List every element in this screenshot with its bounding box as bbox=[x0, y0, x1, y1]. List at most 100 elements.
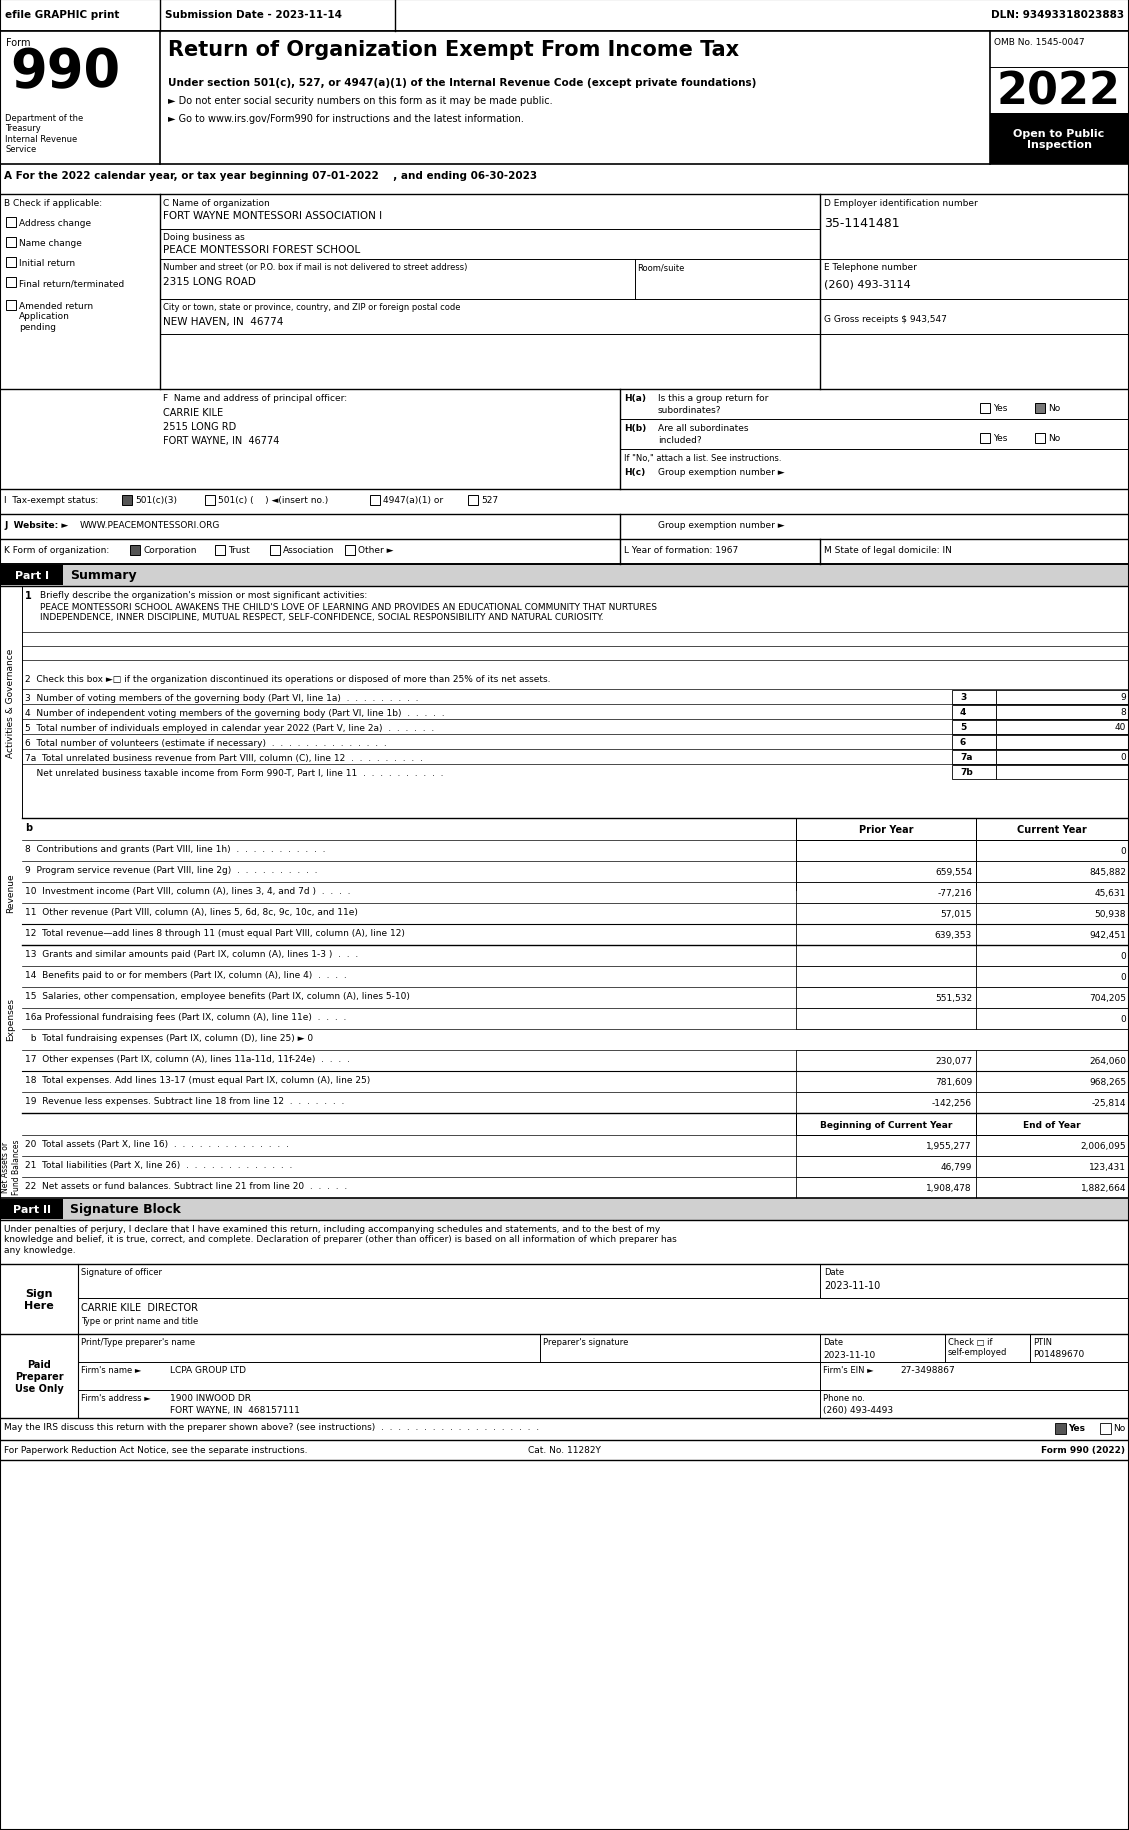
Text: 0: 0 bbox=[1120, 1014, 1126, 1023]
Bar bbox=[796, 966, 975, 988]
Text: 501(c) (    ) ◄(insert no.): 501(c) ( ) ◄(insert no.) bbox=[218, 496, 329, 505]
Text: Yes: Yes bbox=[1068, 1424, 1085, 1433]
Text: PEACE MONTESSORI FOREST SCHOOL: PEACE MONTESSORI FOREST SCHOOL bbox=[163, 245, 360, 254]
Bar bbox=[952, 736, 996, 750]
Bar bbox=[370, 496, 380, 505]
Text: 230,077: 230,077 bbox=[935, 1056, 972, 1065]
Bar bbox=[975, 862, 1129, 882]
Bar bbox=[130, 545, 140, 556]
Bar bbox=[952, 765, 996, 780]
Text: Open to Public
Inspection: Open to Public Inspection bbox=[1014, 128, 1104, 150]
Text: -77,216: -77,216 bbox=[937, 889, 972, 897]
Bar bbox=[1035, 404, 1045, 414]
Text: May the IRS discuss this return with the preparer shown above? (see instructions: May the IRS discuss this return with the… bbox=[5, 1422, 540, 1431]
Text: 35-1141481: 35-1141481 bbox=[824, 218, 900, 231]
Text: 8: 8 bbox=[1120, 708, 1126, 717]
Bar bbox=[952, 706, 996, 719]
Bar bbox=[215, 545, 225, 556]
Bar bbox=[980, 404, 990, 414]
Text: Submission Date - 2023-11-14: Submission Date - 2023-11-14 bbox=[165, 9, 342, 20]
Bar bbox=[975, 924, 1129, 946]
Bar bbox=[975, 966, 1129, 988]
Text: 704,205: 704,205 bbox=[1089, 994, 1126, 1003]
Text: Current Year: Current Year bbox=[1017, 825, 1087, 834]
Bar bbox=[6, 218, 16, 229]
Text: LCPA GROUP LTD: LCPA GROUP LTD bbox=[170, 1365, 246, 1374]
Text: 1,908,478: 1,908,478 bbox=[927, 1184, 972, 1193]
Text: 2,006,095: 2,006,095 bbox=[1080, 1142, 1126, 1151]
Text: 7b: 7b bbox=[960, 767, 973, 776]
Text: H(c): H(c) bbox=[624, 468, 646, 478]
Text: F  Name and address of principal officer:: F Name and address of principal officer: bbox=[163, 393, 347, 403]
Text: 50,938: 50,938 bbox=[1094, 910, 1126, 919]
Text: subordinates?: subordinates? bbox=[658, 406, 721, 415]
Text: No: No bbox=[1048, 404, 1060, 414]
Text: 4: 4 bbox=[960, 708, 966, 717]
Bar bbox=[796, 988, 975, 1008]
Text: b  Total fundraising expenses (Part IX, column (D), line 25) ► 0: b Total fundraising expenses (Part IX, c… bbox=[25, 1034, 313, 1043]
Text: No: No bbox=[1113, 1424, 1126, 1433]
Text: L Year of formation: 1967: L Year of formation: 1967 bbox=[624, 545, 738, 554]
Bar bbox=[0, 565, 1129, 587]
Text: 6: 6 bbox=[960, 737, 966, 747]
Bar bbox=[975, 988, 1129, 1008]
Text: Yes: Yes bbox=[994, 434, 1007, 443]
Text: H(a): H(a) bbox=[624, 393, 646, 403]
Text: 9  Program service revenue (Part VIII, line 2g)  .  .  .  .  .  .  .  .  .  .: 9 Program service revenue (Part VIII, li… bbox=[25, 866, 317, 875]
Text: 19  Revenue less expenses. Subtract line 18 from line 12  .  .  .  .  .  .  .: 19 Revenue less expenses. Subtract line … bbox=[25, 1096, 344, 1105]
Text: FORT WAYNE MONTESSORI ASSOCIATION I: FORT WAYNE MONTESSORI ASSOCIATION I bbox=[163, 210, 382, 221]
Text: 551,532: 551,532 bbox=[935, 994, 972, 1003]
Bar bbox=[975, 882, 1129, 904]
Text: 2  Check this box ►□ if the organization discontinued its operations or disposed: 2 Check this box ►□ if the organization … bbox=[25, 675, 551, 684]
Text: Date: Date bbox=[823, 1338, 843, 1347]
Text: 20  Total assets (Part X, line 16)  .  .  .  .  .  .  .  .  .  .  .  .  .  .: 20 Total assets (Part X, line 16) . . . … bbox=[25, 1140, 289, 1149]
Text: Corporation: Corporation bbox=[143, 545, 196, 554]
Text: Preparer's signature: Preparer's signature bbox=[543, 1338, 629, 1347]
Bar bbox=[980, 434, 990, 443]
Bar bbox=[975, 946, 1129, 966]
Bar bbox=[796, 1177, 975, 1199]
Bar bbox=[952, 690, 996, 705]
Text: (260) 493-3114: (260) 493-3114 bbox=[824, 278, 911, 289]
Text: Is this a group return for: Is this a group return for bbox=[658, 393, 769, 403]
Text: FORT WAYNE, IN  46774: FORT WAYNE, IN 46774 bbox=[163, 436, 279, 447]
Text: Part I: Part I bbox=[15, 571, 49, 580]
Text: WWW.PEACEMONTESSORI.ORG: WWW.PEACEMONTESSORI.ORG bbox=[80, 522, 220, 529]
Text: 11  Other revenue (Part VIII, column (A), lines 5, 6d, 8c, 9c, 10c, and 11e): 11 Other revenue (Part VIII, column (A),… bbox=[25, 908, 358, 917]
Text: 17  Other expenses (Part IX, column (A), lines 11a-11d, 11f-24e)  .  .  .  .: 17 Other expenses (Part IX, column (A), … bbox=[25, 1054, 350, 1063]
Bar bbox=[122, 496, 132, 505]
Text: 13  Grants and similar amounts paid (Part IX, column (A), lines 1-3 )  .  .  .: 13 Grants and similar amounts paid (Part… bbox=[25, 950, 358, 959]
Text: I  Tax-exempt status:: I Tax-exempt status: bbox=[5, 496, 98, 505]
Text: 2023-11-10: 2023-11-10 bbox=[824, 1281, 881, 1290]
Text: End of Year: End of Year bbox=[1023, 1120, 1080, 1129]
Bar bbox=[996, 690, 1129, 705]
Text: 3  Number of voting members of the governing body (Part VI, line 1a)  .  .  .  .: 3 Number of voting members of the govern… bbox=[25, 694, 419, 703]
Bar bbox=[975, 1113, 1129, 1135]
Bar bbox=[0, 1334, 78, 1418]
Text: 22  Net assets or fund balances. Subtract line 21 from line 20  .  .  .  .  .: 22 Net assets or fund balances. Subtract… bbox=[25, 1182, 348, 1190]
Text: 3: 3 bbox=[960, 692, 966, 701]
Bar bbox=[469, 496, 478, 505]
Bar bbox=[796, 946, 975, 966]
Text: K Form of organization:: K Form of organization: bbox=[5, 545, 110, 554]
Bar bbox=[6, 278, 16, 287]
Text: self-employed: self-employed bbox=[948, 1347, 1007, 1356]
Bar bbox=[796, 1008, 975, 1030]
Text: D Employer identification number: D Employer identification number bbox=[824, 199, 978, 209]
Text: E Telephone number: E Telephone number bbox=[824, 264, 917, 273]
Text: 16a Professional fundraising fees (Part IX, column (A), line 11e)  .  .  .  .: 16a Professional fundraising fees (Part … bbox=[25, 1012, 347, 1021]
Text: efile GRAPHIC print: efile GRAPHIC print bbox=[5, 9, 120, 20]
Text: Prior Year: Prior Year bbox=[859, 825, 913, 834]
Bar bbox=[952, 750, 996, 765]
Text: Part II: Part II bbox=[14, 1204, 51, 1215]
Text: Print/Type preparer's name: Print/Type preparer's name bbox=[81, 1338, 195, 1347]
Bar bbox=[796, 1113, 975, 1135]
Text: Firm's address ►: Firm's address ► bbox=[81, 1393, 151, 1402]
Text: Briefly describe the organization's mission or most significant activities:: Briefly describe the organization's miss… bbox=[40, 591, 367, 600]
Text: OMB No. 1545-0047: OMB No. 1545-0047 bbox=[994, 38, 1085, 48]
Bar bbox=[996, 736, 1129, 750]
Text: 0: 0 bbox=[1120, 847, 1126, 856]
Text: 45,631: 45,631 bbox=[1095, 889, 1126, 897]
Text: Net unrelated business taxable income from Form 990-T, Part I, line 11  .  .  . : Net unrelated business taxable income fr… bbox=[25, 769, 444, 778]
Text: Name change: Name change bbox=[19, 240, 82, 247]
